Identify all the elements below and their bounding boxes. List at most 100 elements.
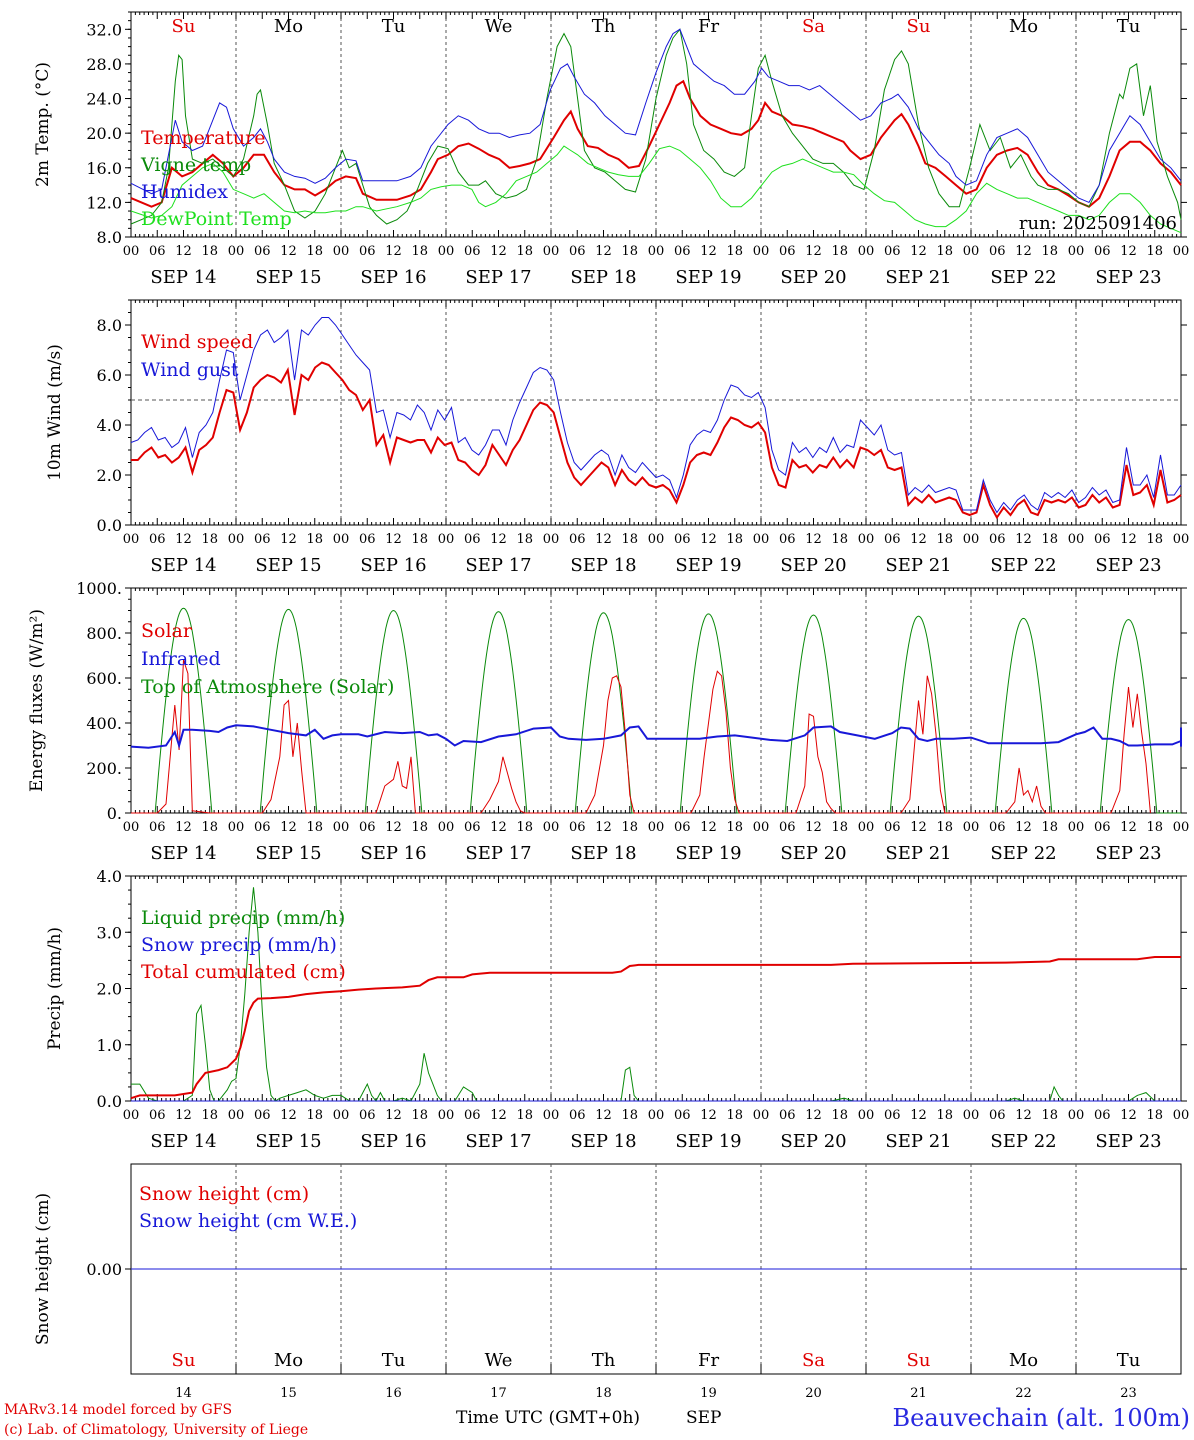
x-date-label: SEP 14 <box>150 843 216 864</box>
x-hour-label: 18 <box>201 820 218 835</box>
x-hour-label: 00 <box>333 820 350 835</box>
y-tick-label: 8.0 <box>97 316 122 335</box>
y-tick-label: 0. <box>107 804 122 823</box>
y-tick-label: 16.0 <box>86 159 122 178</box>
day-number: 17 <box>490 1386 507 1401</box>
x-hour-label: 18 <box>516 1108 533 1123</box>
day-abbrev: Tu <box>1117 1350 1141 1371</box>
x-hour-label: 00 <box>438 820 455 835</box>
day-abbrev: Mo <box>1009 16 1038 37</box>
legend-entry: Top of Atmosphere (Solar) <box>141 676 394 698</box>
day-abbrev: We <box>485 16 513 37</box>
day-number: 22 <box>1015 1386 1032 1401</box>
x-hour-label: 12 <box>1120 532 1137 547</box>
x-hour-label: 12 <box>1120 244 1137 259</box>
x-hour-label: 00 <box>1068 1108 1085 1123</box>
x-hour-label: 12 <box>1015 532 1032 547</box>
x-hour-label: 18 <box>516 244 533 259</box>
x-hour-label: 18 <box>516 820 533 835</box>
x-hour-label: 12 <box>175 1108 192 1123</box>
x-hour-label: 00 <box>963 1108 980 1123</box>
y-tick-label: 2.0 <box>97 466 122 485</box>
x-hour-label: 00 <box>1068 820 1085 835</box>
day-abbrev: Tu <box>1117 16 1141 37</box>
x-hour-label: 06 <box>779 532 796 547</box>
x-hour-label: 12 <box>280 820 297 835</box>
y-tick-label: 8.0 <box>97 228 122 247</box>
day-number: 21 <box>910 1386 927 1401</box>
x-hour-label: 00 <box>1173 820 1190 835</box>
x-hour-label: 18 <box>201 244 218 259</box>
y-axis-title: 2m Temp. (°C) <box>33 62 53 187</box>
day-abbrev: Tu <box>382 1350 406 1371</box>
x-hour-label: 18 <box>726 244 743 259</box>
x-date-label: SEP 20 <box>780 1131 846 1152</box>
y-axis-title: 10m Wind (m/s) <box>45 344 65 481</box>
x-hour-label: 18 <box>936 1108 953 1123</box>
x-hour-label: 12 <box>805 244 822 259</box>
y-tick-label: 3.0 <box>97 923 122 942</box>
x-date-label: SEP 17 <box>465 1131 531 1152</box>
y-tick-label: 24.0 <box>86 90 122 109</box>
x-date-label: SEP 21 <box>885 1131 951 1152</box>
x-hour-label: 00 <box>963 820 980 835</box>
legend-entry: Snow height (cm W.E.) <box>139 1210 357 1232</box>
x-date-label: SEP 16 <box>360 555 426 576</box>
x-hour-label: 12 <box>595 244 612 259</box>
x-hour-label: 00 <box>543 532 560 547</box>
x-hour-label: 06 <box>1094 1108 1111 1123</box>
x-hour-label: 06 <box>149 532 166 547</box>
x-hour-label: 06 <box>464 1108 481 1123</box>
x-hour-label: 12 <box>1120 820 1137 835</box>
y-tick-label: 6.0 <box>97 366 122 385</box>
x-hour-label: 18 <box>621 532 638 547</box>
x-hour-label: 00 <box>858 244 875 259</box>
x-hour-label: 00 <box>648 532 665 547</box>
x-hour-label: 18 <box>516 532 533 547</box>
x-hour-label: 00 <box>333 244 350 259</box>
x-hour-label: 06 <box>254 244 271 259</box>
x-hour-label: 12 <box>1015 1108 1032 1123</box>
x-hour-label: 12 <box>175 820 192 835</box>
x-hour-label: 18 <box>1041 244 1058 259</box>
x-hour-label: 00 <box>1068 532 1085 547</box>
y-tick-label: 0.00 <box>86 1260 122 1279</box>
x-hour-label: 18 <box>201 532 218 547</box>
day-abbrev: Th <box>592 1350 616 1371</box>
x-hour-label: 18 <box>1146 1108 1163 1123</box>
y-tick-label: 600. <box>86 669 122 688</box>
series-wind-gust <box>130 317 1182 514</box>
model-credit: MARv3.14 model forced by GFS <box>4 1402 232 1418</box>
x-date-label: SEP 20 <box>780 843 846 864</box>
x-hour-label: 06 <box>569 532 586 547</box>
x-hour-label: 12 <box>700 820 717 835</box>
legend-entry: Snow precip (mm/h) <box>141 934 337 956</box>
y-axis-title: Snow height (cm) <box>33 1193 53 1345</box>
x-hour-label: 12 <box>385 820 402 835</box>
x-hour-label: 00 <box>438 244 455 259</box>
x-hour-label: 06 <box>989 532 1006 547</box>
day-abbrev: Tu <box>382 16 406 37</box>
legend-entry: Infrared <box>141 648 221 670</box>
legend-entry: Wind gust <box>141 359 239 381</box>
x-hour-label: 00 <box>753 244 770 259</box>
x-hour-label: 00 <box>543 1108 560 1123</box>
x-hour-label: 18 <box>726 820 743 835</box>
x-hour-label: 06 <box>464 532 481 547</box>
legend-entry: Total cumulated (cm) <box>141 961 346 983</box>
x-hour-label: 06 <box>254 532 271 547</box>
x-hour-label: 00 <box>228 532 245 547</box>
x-hour-label: 18 <box>306 820 323 835</box>
x-hour-label: 00 <box>963 532 980 547</box>
panel-precip: 0.0 1.0 2.0 3.0 4.0 Precip (mm/h) 00 06 12 18 SEP … <box>45 867 1189 1152</box>
day-number: 19 <box>700 1386 717 1401</box>
x-hour-label: 12 <box>805 820 822 835</box>
x-date-label: SEP 17 <box>465 555 531 576</box>
x-hour-label: 06 <box>464 244 481 259</box>
x-date-label: SEP 16 <box>360 1131 426 1152</box>
x-hour-label: 18 <box>726 1108 743 1123</box>
copyright: (c) Lab. of Climatology, University of L… <box>4 1422 308 1438</box>
x-hour-label: 18 <box>411 244 428 259</box>
x-hour-label: 06 <box>1094 532 1111 547</box>
y-tick-label: 400. <box>86 714 122 733</box>
